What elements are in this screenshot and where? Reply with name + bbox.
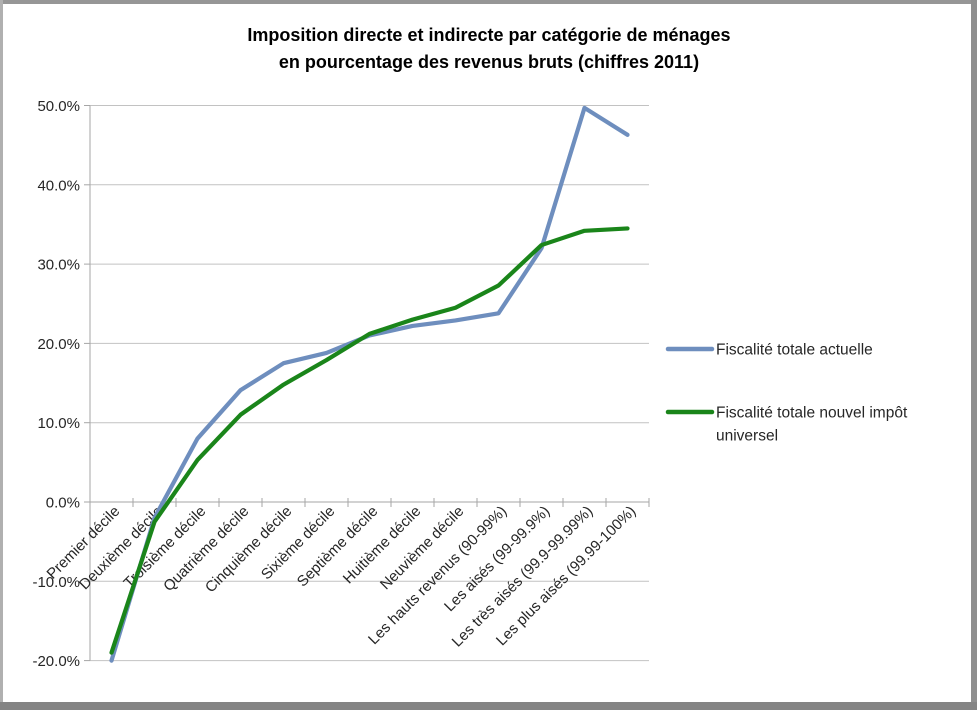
y-tick-label: 30.0% <box>37 257 80 274</box>
border-right <box>971 0 977 710</box>
data-series <box>109 105 630 663</box>
legend: Fiscalité totale actuelle Fiscalité total… <box>665 342 908 445</box>
border-bottom <box>0 702 977 710</box>
axes <box>84 105 650 662</box>
legend-label: universel <box>716 428 778 445</box>
legend-label: Fiscalité totale nouvel impôt <box>716 405 908 422</box>
series-line <box>109 226 630 655</box>
y-tick-label: 10.0% <box>37 415 80 432</box>
legend-label: Fiscalité totale actuelle <box>716 342 873 359</box>
border-top <box>0 0 977 4</box>
y-tick-label: -20.0% <box>32 653 80 670</box>
y-tick-label: 40.0% <box>37 177 80 194</box>
y-tick-label: -10.0% <box>32 574 80 591</box>
chart-title-line1: Imposition directe et indirecte par caté… <box>247 25 730 45</box>
y-tick-label: 0.0% <box>46 495 80 512</box>
border-left <box>0 0 3 710</box>
y-tick-label: 20.0% <box>37 336 80 353</box>
y-tick-label: 50.0% <box>37 98 80 115</box>
y-axis-labels: 50.0% 40.0% 30.0% 20.0% 10.0% 0.0% -10.0% -20.0… <box>32 98 80 670</box>
chart-title-line2: en pourcentage des revenus bruts (chiffr… <box>279 52 699 72</box>
chart-title: Imposition directe et indirecte par caté… <box>247 25 730 72</box>
